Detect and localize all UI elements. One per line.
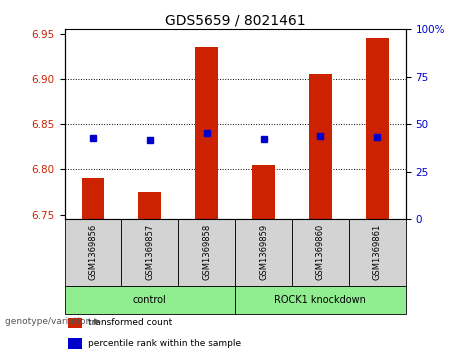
Title: GDS5659 / 8021461: GDS5659 / 8021461 [165, 14, 306, 28]
Bar [195, 47, 218, 219]
Bar [309, 74, 332, 219]
Bar [349, 219, 406, 286]
Text: GSM1369860: GSM1369860 [316, 224, 325, 281]
Text: GSM1369856: GSM1369856 [89, 224, 97, 281]
Text: genotype/variation ▶: genotype/variation ▶ [5, 317, 100, 326]
Text: percentile rank within the sample: percentile rank within the sample [89, 339, 242, 348]
Bar [68, 338, 82, 349]
Bar [68, 318, 82, 328]
Text: GSM1369858: GSM1369858 [202, 224, 211, 281]
Text: control: control [133, 295, 167, 305]
Bar [121, 219, 178, 286]
Bar [178, 219, 235, 286]
Text: GSM1369861: GSM1369861 [373, 224, 382, 281]
Text: GSM1369857: GSM1369857 [145, 224, 154, 281]
Bar [235, 286, 406, 314]
Text: transformed count: transformed count [89, 318, 173, 327]
Bar [65, 286, 235, 314]
Bar [138, 192, 161, 219]
Bar [82, 178, 104, 219]
Text: ROCK1 knockdown: ROCK1 knockdown [274, 295, 366, 305]
Bar [292, 219, 349, 286]
Bar [65, 219, 121, 286]
Text: GSM1369859: GSM1369859 [259, 224, 268, 280]
Bar [366, 38, 389, 219]
Bar [235, 219, 292, 286]
Bar [252, 165, 275, 219]
